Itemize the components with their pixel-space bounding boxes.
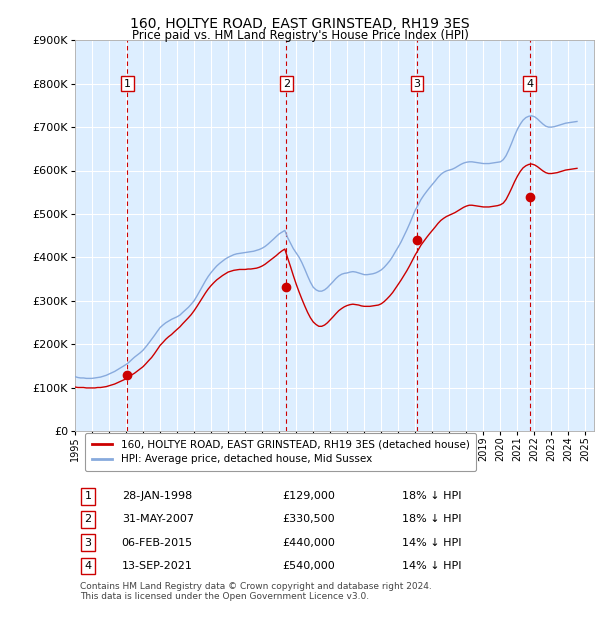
Text: 31-MAY-2007: 31-MAY-2007 [122, 515, 194, 525]
Text: 2: 2 [85, 515, 92, 525]
Text: 18% ↓ HPI: 18% ↓ HPI [402, 515, 461, 525]
Text: Contains HM Land Registry data © Crown copyright and database right 2024.
This d: Contains HM Land Registry data © Crown c… [80, 582, 432, 601]
Text: 14% ↓ HPI: 14% ↓ HPI [402, 538, 461, 547]
Text: 2: 2 [283, 79, 290, 89]
Text: 3: 3 [413, 79, 421, 89]
Text: 13-SEP-2021: 13-SEP-2021 [122, 561, 193, 571]
Text: £129,000: £129,000 [283, 491, 335, 501]
Text: 4: 4 [85, 561, 92, 571]
Text: 14% ↓ HPI: 14% ↓ HPI [402, 561, 461, 571]
Text: 06-FEB-2015: 06-FEB-2015 [122, 538, 193, 547]
Text: £330,500: £330,500 [283, 515, 335, 525]
Legend: 160, HOLTYE ROAD, EAST GRINSTEAD, RH19 3ES (detached house), HPI: Average price,: 160, HOLTYE ROAD, EAST GRINSTEAD, RH19 3… [85, 433, 476, 471]
Text: 28-JAN-1998: 28-JAN-1998 [122, 491, 192, 501]
Text: 1: 1 [85, 491, 91, 501]
Text: 1: 1 [124, 79, 131, 89]
Text: 160, HOLTYE ROAD, EAST GRINSTEAD, RH19 3ES: 160, HOLTYE ROAD, EAST GRINSTEAD, RH19 3… [130, 17, 470, 32]
Text: 18% ↓ HPI: 18% ↓ HPI [402, 491, 461, 501]
Text: £440,000: £440,000 [283, 538, 335, 547]
Text: 3: 3 [85, 538, 91, 547]
Text: Price paid vs. HM Land Registry's House Price Index (HPI): Price paid vs. HM Land Registry's House … [131, 29, 469, 42]
Text: 4: 4 [526, 79, 533, 89]
Text: £540,000: £540,000 [283, 561, 335, 571]
